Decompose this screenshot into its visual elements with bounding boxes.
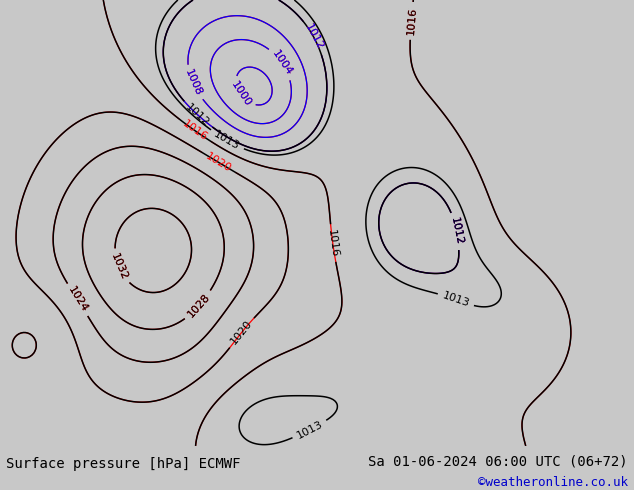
Text: 1000: 1000 [229, 79, 252, 108]
Text: 1032: 1032 [108, 252, 129, 282]
Text: 1013: 1013 [212, 129, 242, 151]
Text: 1012: 1012 [302, 23, 325, 52]
Text: ©weatheronline.co.uk: ©weatheronline.co.uk [477, 476, 628, 489]
Text: 1012: 1012 [449, 217, 464, 246]
Text: 1028: 1028 [186, 292, 212, 319]
Text: 1004: 1004 [270, 49, 294, 77]
Text: 1013: 1013 [441, 291, 471, 309]
Text: 1024: 1024 [66, 285, 89, 315]
Text: 1004: 1004 [270, 49, 294, 77]
Text: 1016: 1016 [405, 6, 418, 35]
Text: 1008: 1008 [183, 68, 203, 98]
Text: 1008: 1008 [183, 68, 203, 98]
Text: 1012: 1012 [184, 101, 211, 128]
Text: 1020: 1020 [204, 151, 233, 174]
Text: 1012: 1012 [449, 217, 464, 246]
Text: Surface pressure [hPa] ECMWF: Surface pressure [hPa] ECMWF [6, 457, 241, 470]
Text: Sa 01-06-2024 06:00 UTC (06+72): Sa 01-06-2024 06:00 UTC (06+72) [368, 454, 628, 468]
Text: 1028: 1028 [186, 292, 212, 319]
Text: 1012: 1012 [302, 23, 325, 52]
Text: 1012: 1012 [449, 217, 464, 246]
Text: 1016: 1016 [405, 6, 418, 35]
Text: 1024: 1024 [66, 285, 89, 315]
Text: 1032: 1032 [108, 252, 129, 282]
Text: 1016: 1016 [326, 228, 340, 258]
Text: 1020: 1020 [229, 318, 254, 346]
Text: 1013: 1013 [295, 418, 325, 441]
Text: 1000: 1000 [229, 79, 252, 108]
Text: 1016: 1016 [181, 119, 209, 143]
